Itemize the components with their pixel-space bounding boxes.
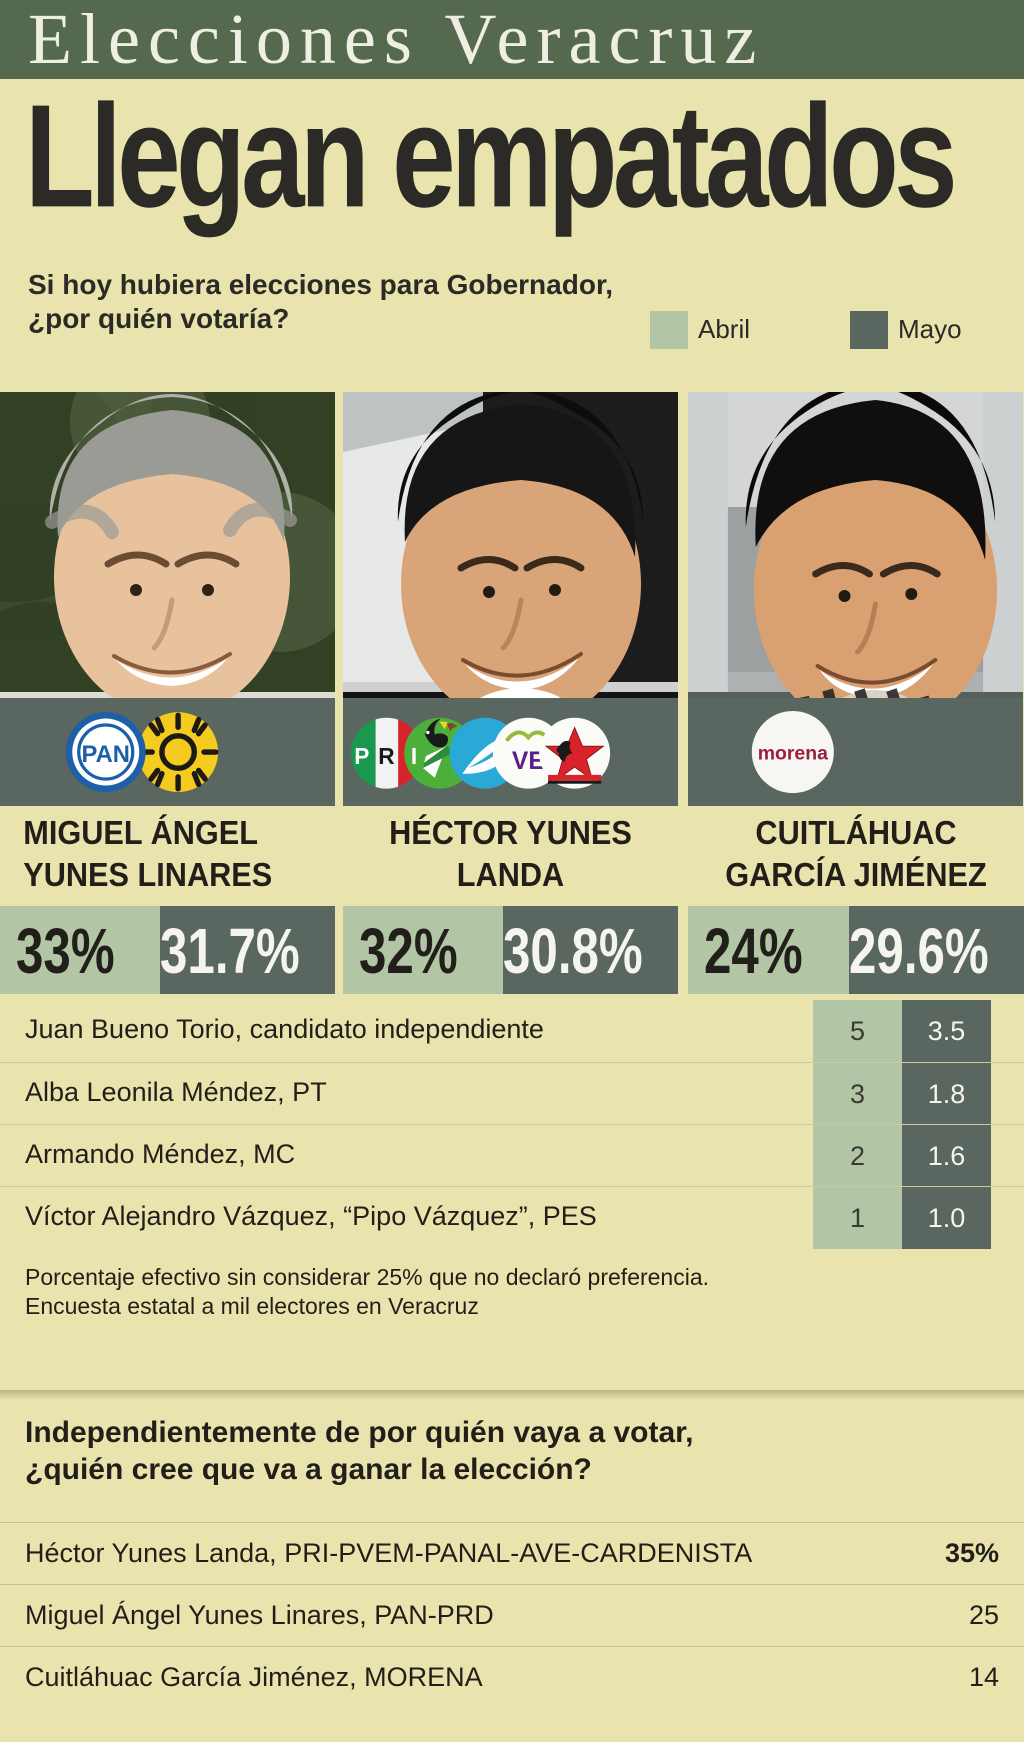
svg-text:I: I bbox=[411, 743, 417, 769]
svg-text:P: P bbox=[354, 743, 369, 769]
svg-text:R: R bbox=[378, 743, 394, 769]
svg-text:morena: morena bbox=[758, 743, 828, 765]
svg-text:PAN: PAN bbox=[82, 741, 130, 768]
